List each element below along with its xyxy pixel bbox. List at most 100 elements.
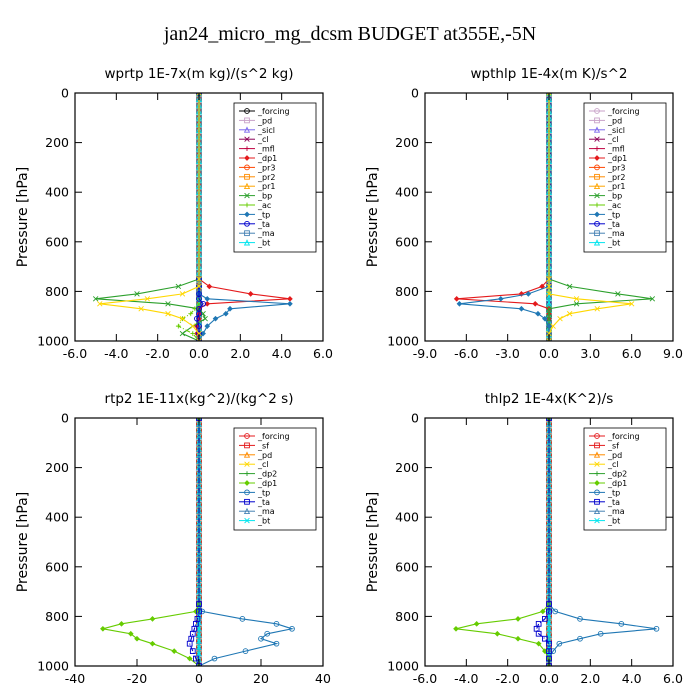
data-point (546, 608, 552, 615)
legend-label: _ma (607, 229, 625, 238)
data-point (542, 616, 548, 622)
legend-item: _dp1 (239, 154, 277, 163)
legend-label: _bp (257, 192, 272, 201)
legend-label: _pd (607, 451, 622, 460)
series-unlabeled (546, 93, 635, 341)
data-point (453, 625, 459, 632)
legend-label: _bt (257, 517, 270, 526)
data-point (557, 315, 563, 322)
data-point (550, 648, 556, 654)
legend-label: _forcing (607, 432, 640, 441)
data-point (535, 640, 542, 647)
legend-item: _bt (239, 239, 270, 248)
legend-marker (594, 108, 600, 114)
legend-label: _bt (257, 239, 270, 248)
data-point (171, 648, 178, 654)
legend-label: _cl (257, 460, 269, 469)
legend-label: _dp1 (257, 479, 277, 488)
legend-label: _pr1 (257, 182, 275, 191)
data-point (196, 323, 202, 329)
data-point (649, 296, 656, 302)
legend-label: _bp (607, 192, 622, 201)
x-tick-label: 0.0 (189, 346, 209, 361)
panel-title: wpthlp 1E-4x(m K)/s^2 (471, 66, 628, 82)
legend-label: _ta (607, 220, 620, 229)
legend-item: _forcing (589, 107, 640, 116)
data-point (186, 640, 193, 647)
data-point (542, 315, 548, 322)
legend-item: _sf (239, 441, 269, 450)
legend-label: _ma (257, 507, 275, 516)
data-point (546, 648, 552, 654)
data-point (196, 276, 202, 282)
y-tick-label: 800 (395, 284, 419, 299)
data-point (200, 300, 206, 307)
legend-label: _pr3 (607, 163, 625, 172)
data-point (546, 315, 552, 322)
legend-label: _dp1 (257, 154, 277, 163)
legend: _forcing_sf_pd_cl_dp2_dp1_tp_ta_ma_bt (233, 427, 317, 531)
data-point (597, 630, 604, 637)
x-tick-label: 9.0 (663, 346, 683, 361)
data-point (179, 330, 186, 337)
data-point (211, 655, 218, 662)
legend-marker (243, 507, 251, 515)
legend-item: _tp (589, 210, 620, 219)
data-point (273, 640, 280, 647)
legend-item: _bt (589, 517, 620, 526)
data-point (179, 291, 186, 297)
data-point (577, 635, 583, 642)
data-point (546, 338, 552, 341)
data-point (165, 311, 171, 317)
legend-marker (594, 442, 600, 449)
x-tick-label: -40 (65, 671, 85, 686)
legend-item: _dp2 (239, 470, 277, 479)
legend-item: _pr3 (239, 163, 275, 172)
data-point (577, 616, 583, 622)
legend-marker (244, 471, 250, 476)
legend-label: _pd (257, 451, 272, 460)
y-tick-label: 800 (45, 284, 69, 299)
data-point (196, 295, 202, 302)
legend-item: _pr1 (589, 182, 625, 191)
legend-label: _ac (607, 201, 621, 210)
legend-item: _pr2 (239, 173, 275, 182)
legend-marker (594, 471, 600, 476)
data-point (546, 323, 552, 329)
x-tick-label: 6.0 (313, 346, 333, 361)
legend-item: _tp (239, 488, 270, 497)
data-point (186, 655, 193, 662)
data-point (202, 315, 208, 322)
panel-title: rtp2 1E-11x(kg^2)/(kg^2 s) (105, 391, 294, 407)
legend-item: _cl (239, 135, 269, 144)
y-tick-label: 0 (61, 411, 69, 426)
legend-label: _ac (257, 201, 271, 210)
data-point (196, 626, 202, 632)
legend-marker (593, 126, 601, 133)
x-tick-label: -9.0 (413, 346, 437, 361)
legend-marker (594, 489, 600, 496)
data-point (196, 650, 202, 657)
legend-item: _ta (589, 498, 620, 507)
data-point (193, 655, 199, 662)
data-point (193, 608, 199, 615)
legend-marker (594, 202, 600, 208)
legend-item: _ma (589, 229, 625, 238)
legend-label: _bt (607, 239, 620, 248)
legend-marker (594, 230, 600, 237)
y-tick-label: 1000 (387, 659, 419, 674)
data-point (258, 635, 264, 642)
data-point (518, 305, 525, 312)
series-line (102, 418, 200, 666)
legend-label: _dp1 (607, 154, 627, 163)
legend-item: _pd (589, 116, 622, 125)
legend-marker (243, 451, 251, 458)
data-point (206, 283, 213, 290)
legend-label: _sf (257, 441, 269, 450)
data-point (546, 311, 552, 317)
legend-item: _cl (239, 460, 269, 469)
legend-item: _ma (589, 507, 625, 516)
x-tick-label: -20 (127, 671, 147, 686)
legend-marker (244, 461, 250, 467)
data-point (127, 630, 134, 637)
